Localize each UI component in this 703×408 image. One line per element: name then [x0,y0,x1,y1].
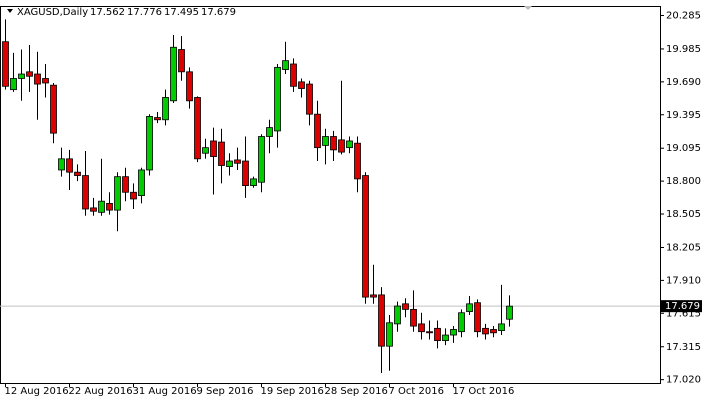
candle-body [186,71,193,102]
x-tick-label: 22 Aug 2016 [69,386,133,397]
candle-body [338,139,345,153]
y-tick-label: 17.020 [666,375,701,386]
candle-body [482,327,489,335]
candle-body [226,160,233,168]
candle-body [506,305,513,320]
y-tick-label: 17.315 [666,342,701,353]
y-tick-label: 18.505 [666,209,701,220]
x-tick-label: 28 Sep 2016 [325,386,388,397]
candle-body [2,41,9,87]
candle-body [18,73,25,79]
candle-body [202,147,209,154]
plot-frame [0,6,661,384]
candle-body [10,78,17,91]
ohlc-open: 17.562 [90,7,125,18]
candle-body [90,207,97,212]
candle-body [442,334,449,342]
candle-body [410,308,417,327]
candle-body [434,327,441,342]
candle-body [26,71,33,77]
candle-body [194,97,201,160]
candle-body [82,175,89,210]
candle-body [386,322,393,347]
x-tick-label: 31 Aug 2016 [133,386,197,397]
y-tick-label: 20.285 [666,10,701,21]
x-tick-label: 12 Aug 2016 [5,386,69,397]
candle-body [458,312,465,333]
candle-body [314,113,321,149]
candle-body [402,303,409,310]
shift-marker [524,6,532,10]
price-label-bg [661,300,702,313]
candle-body [346,140,353,149]
symbol: XAGUSD,Daily [17,7,88,18]
candle-body [378,294,385,347]
candle-body [418,323,425,333]
x-tick-label: 17 Oct 2016 [453,386,515,397]
candle-body [474,302,481,333]
candle-body [354,142,361,180]
candle-body [218,141,225,166]
candle-body [98,200,105,213]
x-tick-label: 7 Oct 2016 [389,386,444,397]
menu-arrow[interactable] [7,9,13,13]
y-tick-label: 19.985 [666,44,701,55]
x-tick-label: 19 Sep 2016 [261,386,324,397]
candle-body [138,169,145,197]
candle-body [258,136,265,183]
candle-body [466,303,473,313]
candle-body [106,203,113,211]
candle-body [58,158,65,171]
candle-body [426,331,433,334]
ohlc-high: 17.776 [127,7,162,18]
candle-body [50,84,57,134]
y-tick-label: 17.615 [666,308,701,319]
candle-body [490,329,497,334]
candle-body [122,176,129,193]
y-tick-label: 19.095 [666,143,701,154]
y-tick-label: 19.395 [666,110,701,121]
candle-body [146,116,153,171]
candle-body [362,175,369,298]
y-tick-label: 17.910 [666,275,701,286]
candle-body [306,83,313,115]
candle-body [250,178,257,186]
candle-body [298,81,305,89]
candle-body [42,78,49,84]
candle-body [266,127,273,137]
candle-body [210,140,217,157]
candle-body [274,66,281,132]
candle-body [154,117,161,121]
price-label: 17.679 [665,301,700,312]
candle-body [394,305,401,325]
ohlc-close: 17.679 [201,7,236,18]
y-tick-label: 19.690 [666,77,701,88]
ohlc-low: 17.495 [164,7,199,18]
candle-body [498,323,505,331]
candle-body [74,171,81,176]
candle-body [66,158,73,173]
candle-body [114,176,121,211]
candle-body [290,63,297,87]
candle-body [234,159,241,164]
candle-body [450,329,457,336]
candle-body [330,136,337,151]
candle-body [370,294,377,298]
candle-body [34,73,41,85]
y-tick-label: 18.800 [666,176,701,187]
candle-body [162,97,169,121]
y-tick-label: 18.205 [666,242,701,253]
candle-body [130,191,137,200]
candle-body [178,49,185,73]
candle-body [170,46,177,102]
x-tick-label: 9 Sep 2016 [197,386,254,397]
candle-body [242,160,249,186]
candle-body [322,136,329,146]
candle-body [282,60,289,70]
